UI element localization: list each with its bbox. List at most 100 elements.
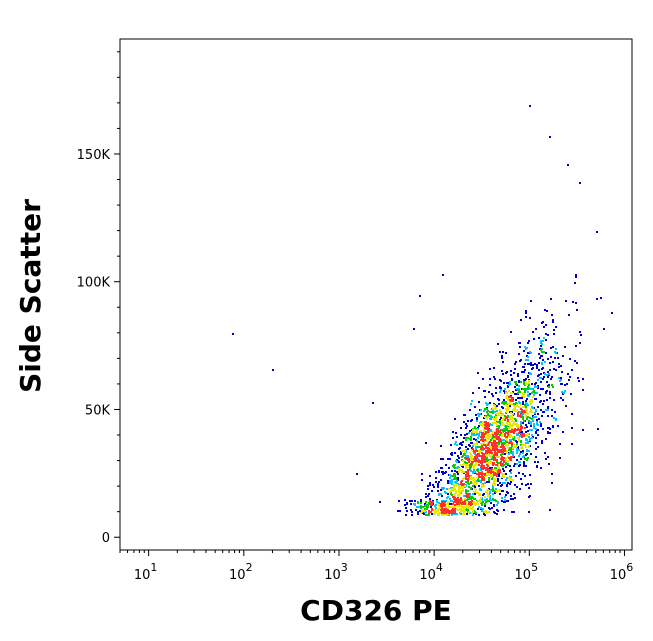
data-point xyxy=(491,458,493,460)
data-point xyxy=(538,362,540,364)
data-point xyxy=(531,418,533,420)
data-point xyxy=(497,478,499,480)
data-point xyxy=(549,393,551,395)
data-point xyxy=(499,440,501,442)
data-point xyxy=(540,377,542,379)
data-point xyxy=(495,416,497,418)
data-point xyxy=(516,448,518,450)
data-point xyxy=(472,429,474,431)
data-point xyxy=(542,378,544,380)
data-point xyxy=(461,483,463,485)
data-point xyxy=(502,401,504,403)
data-point xyxy=(519,435,521,437)
data-point xyxy=(372,402,374,404)
data-point xyxy=(465,471,467,473)
data-point xyxy=(468,505,470,507)
data-point xyxy=(467,470,469,472)
data-point xyxy=(542,403,544,405)
data-point xyxy=(455,432,457,434)
data-point xyxy=(577,377,579,379)
data-point xyxy=(506,439,508,441)
data-point xyxy=(507,382,509,384)
data-point xyxy=(527,404,529,406)
data-point xyxy=(488,442,490,444)
data-point xyxy=(491,424,493,426)
data-point xyxy=(490,489,492,491)
data-point xyxy=(500,417,502,419)
plot-frame xyxy=(119,38,633,551)
data-point xyxy=(518,406,520,408)
data-point xyxy=(457,498,459,500)
data-point xyxy=(543,337,545,339)
data-point xyxy=(540,467,542,469)
data-point xyxy=(501,355,503,357)
data-point xyxy=(472,448,474,450)
data-point xyxy=(510,439,512,441)
data-point xyxy=(506,441,508,443)
data-point xyxy=(486,455,488,457)
data-point xyxy=(515,405,517,407)
data-point xyxy=(550,356,552,358)
data-point xyxy=(498,443,500,445)
data-point xyxy=(506,371,508,373)
data-point xyxy=(530,425,532,427)
data-point xyxy=(481,479,483,481)
data-point xyxy=(514,368,516,370)
data-point xyxy=(520,429,522,431)
data-point xyxy=(553,399,555,401)
data-point xyxy=(490,436,492,438)
data-point xyxy=(530,453,532,455)
data-point xyxy=(501,370,503,372)
data-point xyxy=(529,474,531,476)
data-point xyxy=(530,483,532,485)
data-point xyxy=(483,479,485,481)
data-point xyxy=(552,386,554,388)
data-point xyxy=(502,361,504,363)
data-point xyxy=(467,490,469,492)
data-point xyxy=(527,356,529,358)
data-point xyxy=(475,446,477,448)
data-point xyxy=(520,404,522,406)
data-point xyxy=(454,473,456,475)
data-point xyxy=(510,331,512,333)
data-point xyxy=(452,465,454,467)
data-point xyxy=(514,444,516,446)
data-point xyxy=(474,450,476,452)
data-point xyxy=(440,479,442,481)
data-point xyxy=(516,434,518,436)
data-point xyxy=(552,319,554,321)
data-point xyxy=(453,489,455,491)
data-point xyxy=(562,399,564,401)
data-point xyxy=(526,398,528,400)
data-point xyxy=(559,443,561,445)
data-point xyxy=(533,391,535,393)
data-point xyxy=(509,477,511,479)
data-point xyxy=(525,446,527,448)
data-point xyxy=(532,420,534,422)
data-point xyxy=(443,503,445,505)
data-point xyxy=(446,497,448,499)
data-point xyxy=(526,426,528,428)
data-point xyxy=(451,483,453,485)
data-point xyxy=(492,449,494,451)
data-point xyxy=(446,488,448,490)
data-point xyxy=(596,231,598,233)
data-point xyxy=(560,377,562,379)
data-point xyxy=(523,465,525,467)
data-point xyxy=(507,463,509,465)
data-point xyxy=(457,502,459,504)
data-point xyxy=(544,373,546,375)
data-point xyxy=(565,300,567,302)
data-point xyxy=(492,464,494,466)
data-point xyxy=(272,369,274,371)
data-point xyxy=(526,412,528,414)
data-point xyxy=(495,387,497,389)
data-point xyxy=(489,497,491,499)
data-point xyxy=(485,422,487,424)
data-point xyxy=(491,471,493,473)
data-point xyxy=(558,366,560,368)
data-point xyxy=(534,398,536,400)
data-point xyxy=(478,401,480,403)
data-point xyxy=(509,424,511,426)
